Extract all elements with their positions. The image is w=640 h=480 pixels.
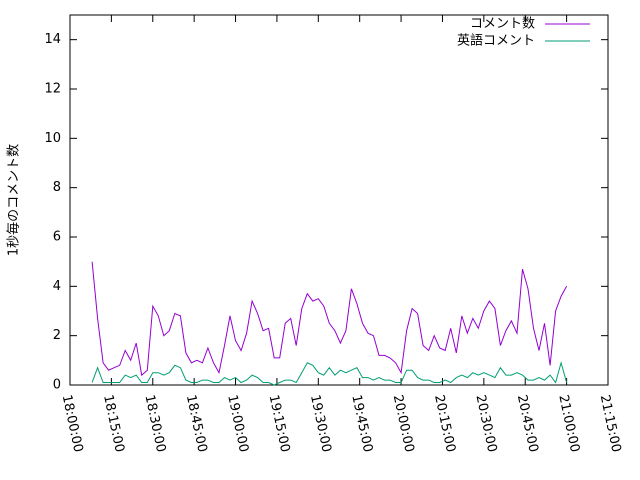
x-tick-label: 18:15:00 <box>100 393 127 453</box>
y-tick-label: 14 <box>44 32 61 47</box>
x-tick-label: 21:15:00 <box>597 393 624 453</box>
x-tick-label: 20:00:00 <box>390 393 417 453</box>
y-tick-label: 4 <box>53 279 61 294</box>
series-line <box>91 360 568 386</box>
y-tick-label: 10 <box>44 131 61 146</box>
x-tick-label: 19:30:00 <box>307 393 334 453</box>
series-line <box>91 261 568 377</box>
x-tick-label: 19:15:00 <box>266 393 293 453</box>
legend-label: コメント数 <box>470 17 535 32</box>
y-axis-label: 1秒毎のコメント数 <box>6 144 22 256</box>
x-tick-label: 20:15:00 <box>431 393 458 453</box>
x-tick-label: 18:30:00 <box>141 393 168 453</box>
y-tick-label: 0 <box>53 378 61 393</box>
legend-label: 英語コメント <box>457 33 535 49</box>
x-tick-label: 18:00:00 <box>59 393 86 453</box>
x-tick-label: 18:45:00 <box>183 393 210 453</box>
x-tick-label: 20:30:00 <box>473 393 500 453</box>
y-tick-label: 8 <box>53 180 61 195</box>
y-tick-label: 12 <box>44 82 61 97</box>
y-tick-label: 2 <box>53 328 61 343</box>
x-tick-label: 19:00:00 <box>224 393 251 453</box>
x-tick-label: 21:00:00 <box>555 393 582 453</box>
x-tick-label: 20:45:00 <box>514 393 541 453</box>
plot-frame <box>69 14 609 386</box>
x-tick-label: 19:45:00 <box>348 393 375 453</box>
y-tick-label: 6 <box>53 230 61 245</box>
